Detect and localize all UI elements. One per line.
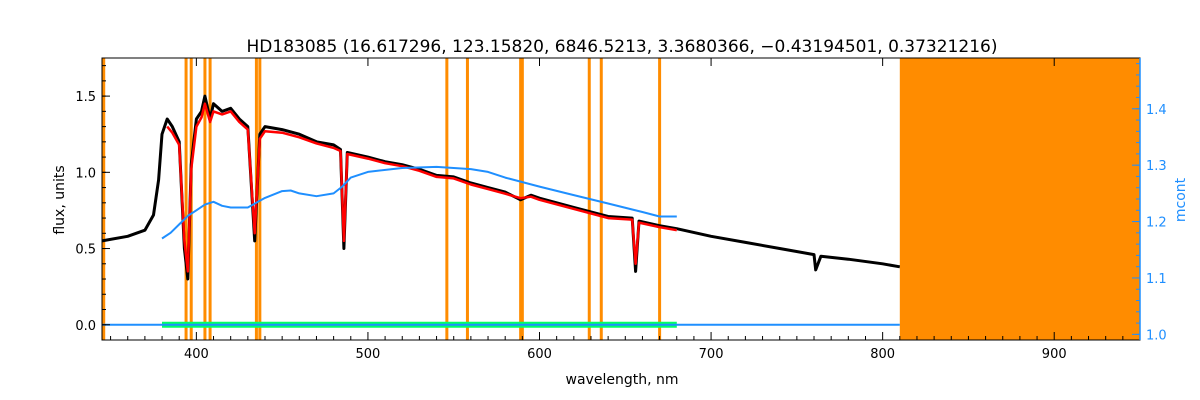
observed-layer [101,94,901,281]
y2-tick-label: 1.1 [1146,272,1167,287]
continuum-layer [102,165,900,326]
y-tick-label: 1.5 [75,90,96,105]
x-tick-label: 600 [527,347,552,362]
model-spectrum [166,102,678,273]
y2-tick-label: 1.4 [1146,103,1167,118]
x-tick-label: 900 [1042,347,1067,362]
observed-spectrum [101,94,901,281]
y2-axis-label: mcont [1173,177,1189,222]
x-tick-label: 500 [356,347,381,362]
model-layer [166,102,678,273]
mask-layer [102,58,1140,340]
chart-title: HD183085 (16.617296, 123.15820, 6846.521… [247,37,998,57]
y-tick-label: 0.0 [75,319,96,334]
y-axis-label: flux, units [52,165,68,234]
y2-tick-label: 1.3 [1146,159,1167,174]
x-axis-label: wavelength, nm [566,372,679,388]
x-axis: 400 500 600 700 800 900 [110,58,1141,362]
y-axis-right: 1.0 1.1 1.2 1.3 1.4 [1132,58,1167,343]
x-tick-label: 800 [870,347,895,362]
y-axis-left: 0.0 0.5 1.0 1.5 [75,65,110,341]
masked-region [899,58,1140,340]
continuum-curve [161,165,677,240]
y2-tick-label: 1.0 [1146,328,1167,343]
y-tick-label: 0.5 [75,243,96,258]
y2-tick-label: 1.2 [1146,216,1167,231]
x-tick-label: 700 [699,347,724,362]
y-tick-label: 1.0 [75,166,96,181]
x-tick-label: 400 [184,347,209,362]
